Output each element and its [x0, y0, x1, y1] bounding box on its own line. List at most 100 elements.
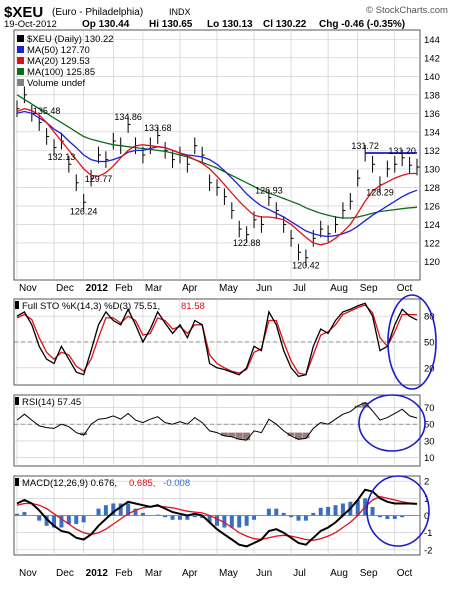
price-tick-label: 128 — [424, 183, 440, 194]
x-axis-label: 2012 — [86, 283, 109, 294]
price-tick-label: 122 — [424, 238, 440, 249]
macd-histogram-bar — [22, 512, 26, 515]
open-value: Op 130.44 — [82, 19, 130, 30]
legend-swatch — [17, 35, 24, 42]
rsi-legend-label: RSI(14) 57.45 — [22, 397, 81, 408]
macd-histogram-bar — [82, 516, 86, 523]
stochastic-legend-label: Full STO %K(14,3) %D(3) 75.51, — [22, 301, 160, 312]
macd-histogram-bar — [393, 516, 397, 519]
x-axis-label: Apr — [182, 568, 198, 579]
macd-histogram-bar — [267, 509, 271, 516]
x-axis-label: Oct — [397, 283, 413, 294]
price-annotation: 134.86 — [114, 112, 142, 122]
legend-label: Volume undef — [27, 78, 85, 89]
x-axis-label: Jul — [293, 568, 306, 579]
symbol-name: (Euro - Philadelphia) — [52, 7, 143, 18]
legend-swatch — [17, 68, 24, 75]
legend-label: MA(50) 127.70 — [27, 45, 90, 56]
price-annotation: 128.29 — [366, 188, 394, 198]
price-annotation: 120.42 — [292, 261, 320, 271]
rsi-legend-marker — [15, 397, 19, 405]
date-label: 19-Oct-2012 — [4, 19, 57, 30]
macd-histogram-bar — [319, 508, 323, 516]
low-value: Lo 130.13 — [207, 19, 253, 30]
x-axis-label: Mar — [145, 283, 163, 294]
macd-tick-label: -2 — [424, 545, 432, 556]
price-tick-label: 136 — [424, 109, 440, 120]
legend-label: $XEU (Daily) 130.22 — [27, 34, 114, 45]
price-tick-label: 130 — [424, 164, 440, 175]
macd-legend-label: MACD(12,26,9) 0.676, — [22, 478, 117, 489]
price-tick-label: 142 — [424, 53, 440, 64]
price-tick-label: 144 — [424, 35, 440, 46]
macd-legend-marker — [15, 478, 19, 486]
price-annotation: 132.13 — [48, 152, 76, 162]
x-axis-label: May — [219, 568, 238, 579]
exchange-label: INDX — [169, 7, 191, 17]
x-axis-label: Sep — [360, 283, 378, 294]
x-axis-label: 2012 — [86, 568, 109, 579]
x-axis-label: Feb — [115, 283, 133, 294]
x-axis-label: Nov — [19, 283, 37, 294]
price-tick-label: 132 — [424, 146, 440, 157]
x-axis-label: Dec — [56, 283, 74, 294]
rsi-tick-label: 30 — [424, 436, 435, 447]
x-axis-label: Jul — [293, 283, 306, 294]
macd-tick-label: 2 — [424, 477, 429, 488]
macd-histogram-bar — [274, 509, 278, 516]
macd-histogram-bar — [237, 516, 241, 528]
legend-swatch — [17, 46, 24, 53]
x-axis-label: Jun — [256, 568, 272, 579]
macd-histogram-bar — [230, 516, 234, 528]
x-axis-label: Nov — [19, 568, 37, 579]
price-annotation: 135.48 — [33, 106, 61, 116]
price-annotation: 126.24 — [70, 207, 98, 217]
legend-swatch — [17, 57, 24, 64]
x-axis-label: Apr — [182, 283, 198, 294]
stochastic-legend-label: 81.58 — [181, 301, 205, 312]
high-value: Hi 130.65 — [149, 19, 193, 30]
macd-legend-label: 0.685, — [129, 478, 155, 489]
macd-legend-label: -0.008 — [163, 478, 190, 489]
macd-histogram-bar — [171, 516, 175, 520]
macd-histogram-bar — [385, 516, 389, 519]
panels-layer: 1201221241261281301321341361381401421441… — [14, 30, 440, 579]
price-annotation: 129.77 — [85, 174, 113, 184]
rsi-tick-label: 70 — [424, 403, 435, 414]
macd-histogram-bar — [96, 509, 100, 516]
macd-histogram-bar — [178, 516, 182, 520]
price-annotation: 131.72 — [351, 141, 379, 151]
x-axis-label: Aug — [330, 568, 348, 579]
price-tick-label: 140 — [424, 72, 440, 83]
stochastic-legend-marker — [15, 301, 19, 309]
macd-histogram-bar — [74, 516, 78, 525]
x-axis-label: Jun — [256, 283, 272, 294]
watermark: © StockCharts.com — [366, 5, 448, 16]
price-tick-label: 134 — [424, 127, 440, 138]
macd-histogram-bar — [245, 516, 249, 526]
macd-histogram-bar — [37, 516, 41, 521]
price-annotation: 126.93 — [255, 185, 283, 195]
x-axis-label: May — [219, 283, 238, 294]
x-axis-label: Dec — [56, 568, 74, 579]
price-tick-label: 124 — [424, 220, 440, 231]
price-annotation: 133.68 — [144, 123, 172, 133]
legend-label: MA(20) 129.53 — [27, 56, 90, 67]
change-value: Chg -0.46 (-0.35%) — [319, 19, 405, 30]
macd-histogram-bar — [304, 516, 308, 521]
price-tick-label: 138 — [424, 90, 440, 101]
price-annotation: 122.88 — [233, 238, 261, 248]
macd-histogram-bar — [215, 516, 219, 526]
macd-tick-label: -1 — [424, 528, 432, 539]
close-value: Cl 130.22 — [263, 19, 307, 30]
legend-swatch — [17, 79, 24, 86]
x-axis-label: Mar — [145, 568, 163, 579]
price-tick-label: 126 — [424, 201, 440, 212]
rsi-tick-label: 10 — [424, 453, 435, 464]
macd-histogram-bar — [252, 516, 256, 520]
legend-label: MA(100) 125.85 — [27, 67, 95, 78]
x-axis-label: Feb — [115, 568, 133, 579]
x-axis-label: Sep — [360, 568, 378, 579]
x-axis-label: Aug — [330, 283, 348, 294]
